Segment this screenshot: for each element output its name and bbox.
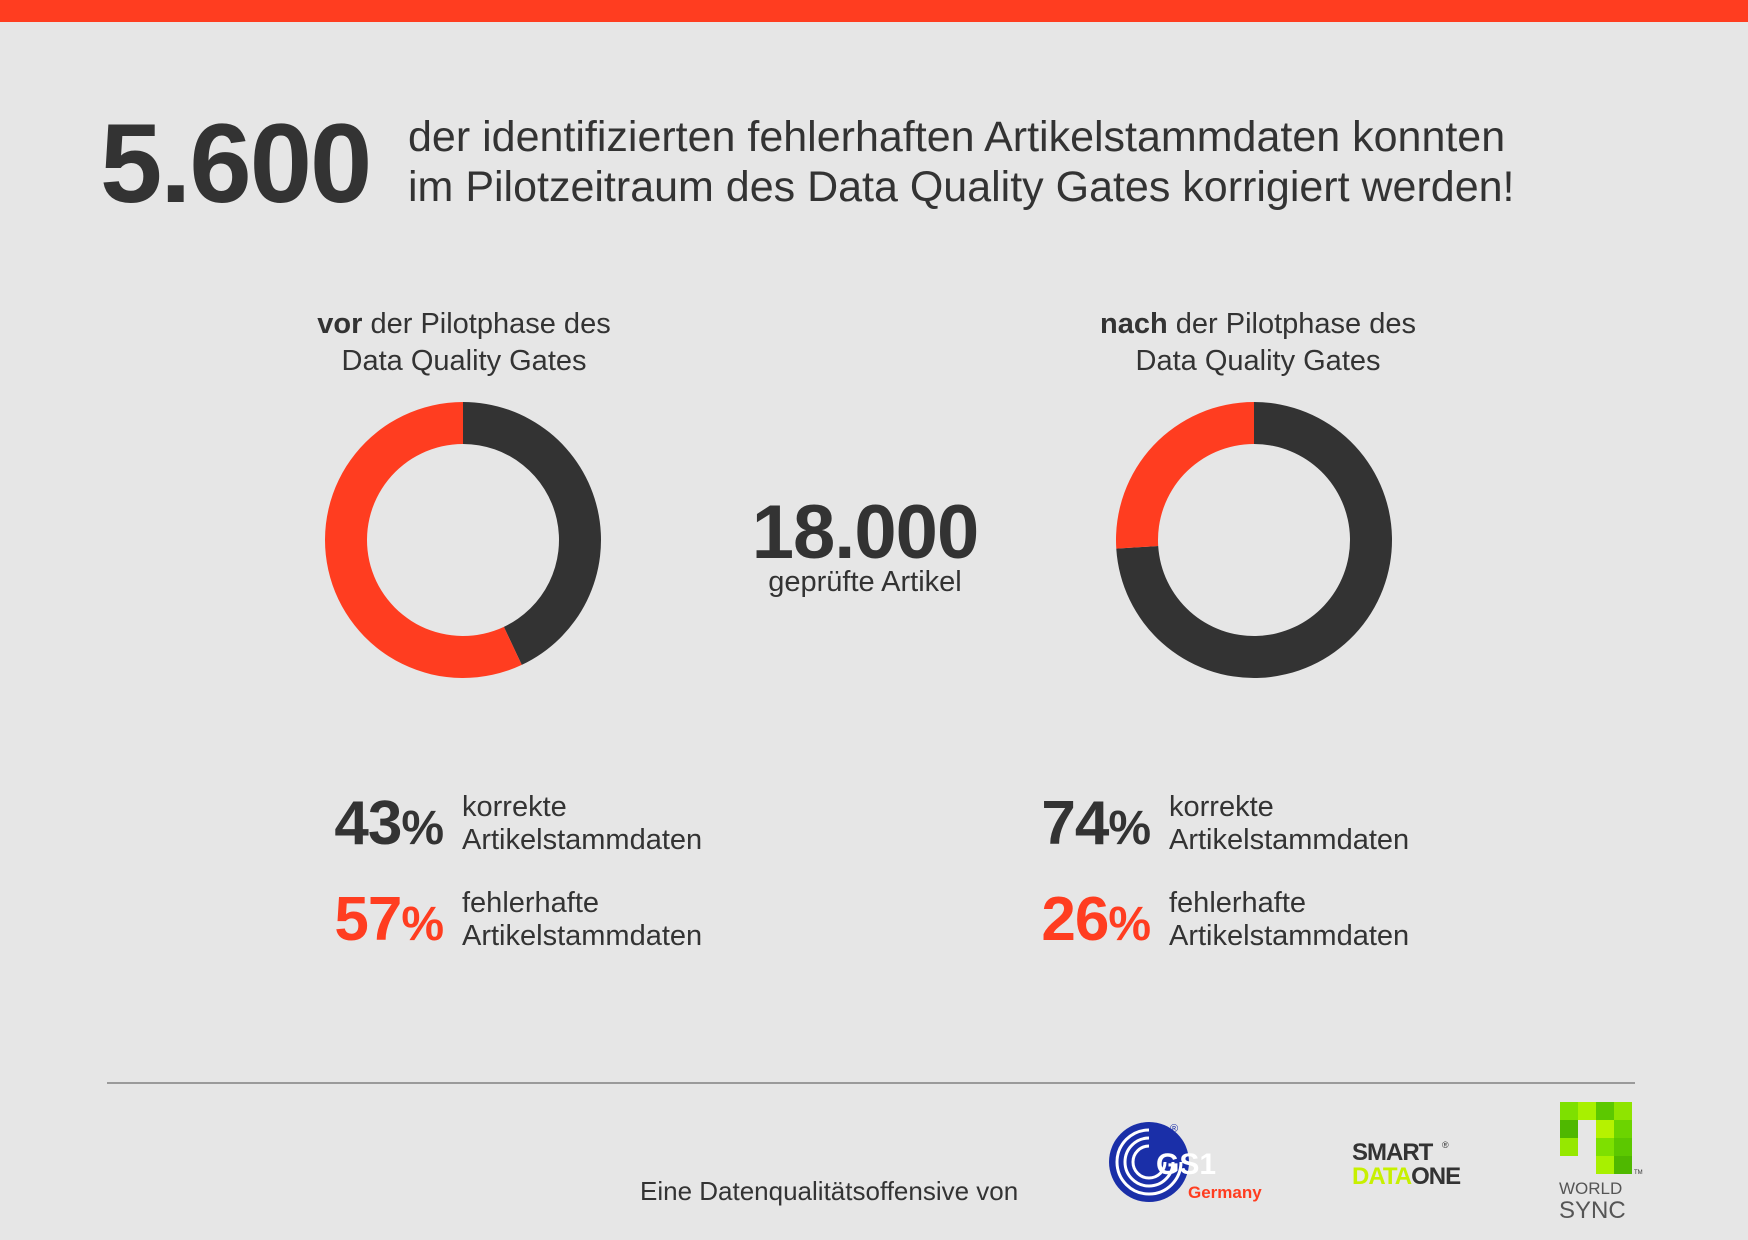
before-correct-label-1: korrekte [462,791,567,823]
gs1-logo-sub: Germany [1188,1183,1262,1202]
before-correct-value: 43 [334,789,402,858]
before-caption-rest: der Pilotphase des [362,308,611,340]
before-chart-caption: vor der Pilotphase des Data Quality Gate… [204,306,724,380]
before-faulty-label-2: Artikelstammdaten [462,920,703,952]
donut-slice-correct [1116,402,1392,678]
sdo-logo-line1: SMART [1352,1139,1434,1166]
after-faulty-value: 26 [1041,885,1109,954]
before-faulty-label-1: fehlerhafte [462,887,600,919]
sdo-logo-registered: ® [1442,1140,1449,1150]
total-items-count: 18.000 [751,490,979,575]
before-caption-bold: vor [317,308,363,340]
after-donut-chart [1116,402,1392,678]
before-faulty-unit: % [401,898,444,951]
after-caption-bold: nach [1100,308,1168,340]
gs1-logo-main: GS1 [1156,1148,1216,1181]
before-correct-label-2: Artikelstammdaten [462,824,703,856]
ws-logo-tm: TM [1634,1170,1643,1176]
headline-line-2: im Pilotzeitraum des Data Quality Gates … [408,163,1515,211]
after-caption-rest: der Pilotphase des [1167,308,1416,340]
headline-number: 5.600 [100,101,372,226]
top-accent-bar [0,0,1748,22]
gs1-germany-logo: GS1 ® Germany [1109,1122,1262,1202]
after-correct-value: 74 [1041,789,1109,858]
gs1-logo-registered: ® [1170,1123,1178,1135]
footer-text: Eine Datenqualitätsoffensive von [640,1176,1019,1206]
ws-logo-line1: WORLD [1559,1179,1622,1198]
before-donut-chart [325,402,601,678]
after-caption-line2: Data Quality Gates [1135,345,1381,377]
footer-divider [107,1082,1635,1084]
after-faulty-label-1: fehlerhafte [1169,887,1307,919]
sdo-logo-data: DATA [1352,1163,1412,1188]
after-correct-label-2: Artikelstammdaten [1169,824,1410,856]
before-faulty-value: 57 [334,885,402,954]
worldsync-logo: TM WORLD SYNC [1559,1102,1643,1224]
total-items-label: geprüfte Artikel [768,566,962,598]
after-correct-unit: % [1108,802,1151,855]
donut-slice-faulty [325,402,522,678]
headline-line-1: der identifizierten fehlerhaften Artikel… [408,113,1506,161]
donut-slice-correct [463,402,601,665]
svg-text:DATAONE: DATAONE [1352,1163,1461,1188]
before-correct-unit: % [401,802,444,855]
after-faulty-label-2: Artikelstammdaten [1169,920,1410,952]
after-correct-label-1: korrekte [1169,791,1274,823]
after-faulty-unit: % [1108,898,1151,951]
ws-logo-line2: SYNC [1559,1197,1626,1224]
sdo-logo-one: ONE [1411,1163,1461,1188]
before-caption-line2: Data Quality Gates [341,345,587,377]
smartdataone-logo: SMART ® DATAONE [1352,1139,1462,1188]
headline-text: der identifizierten fehlerhaften Artikel… [408,112,1708,212]
donut-slice-faulty [1116,402,1254,549]
after-chart-caption: nach der Pilotphase des Data Quality Gat… [998,306,1518,380]
